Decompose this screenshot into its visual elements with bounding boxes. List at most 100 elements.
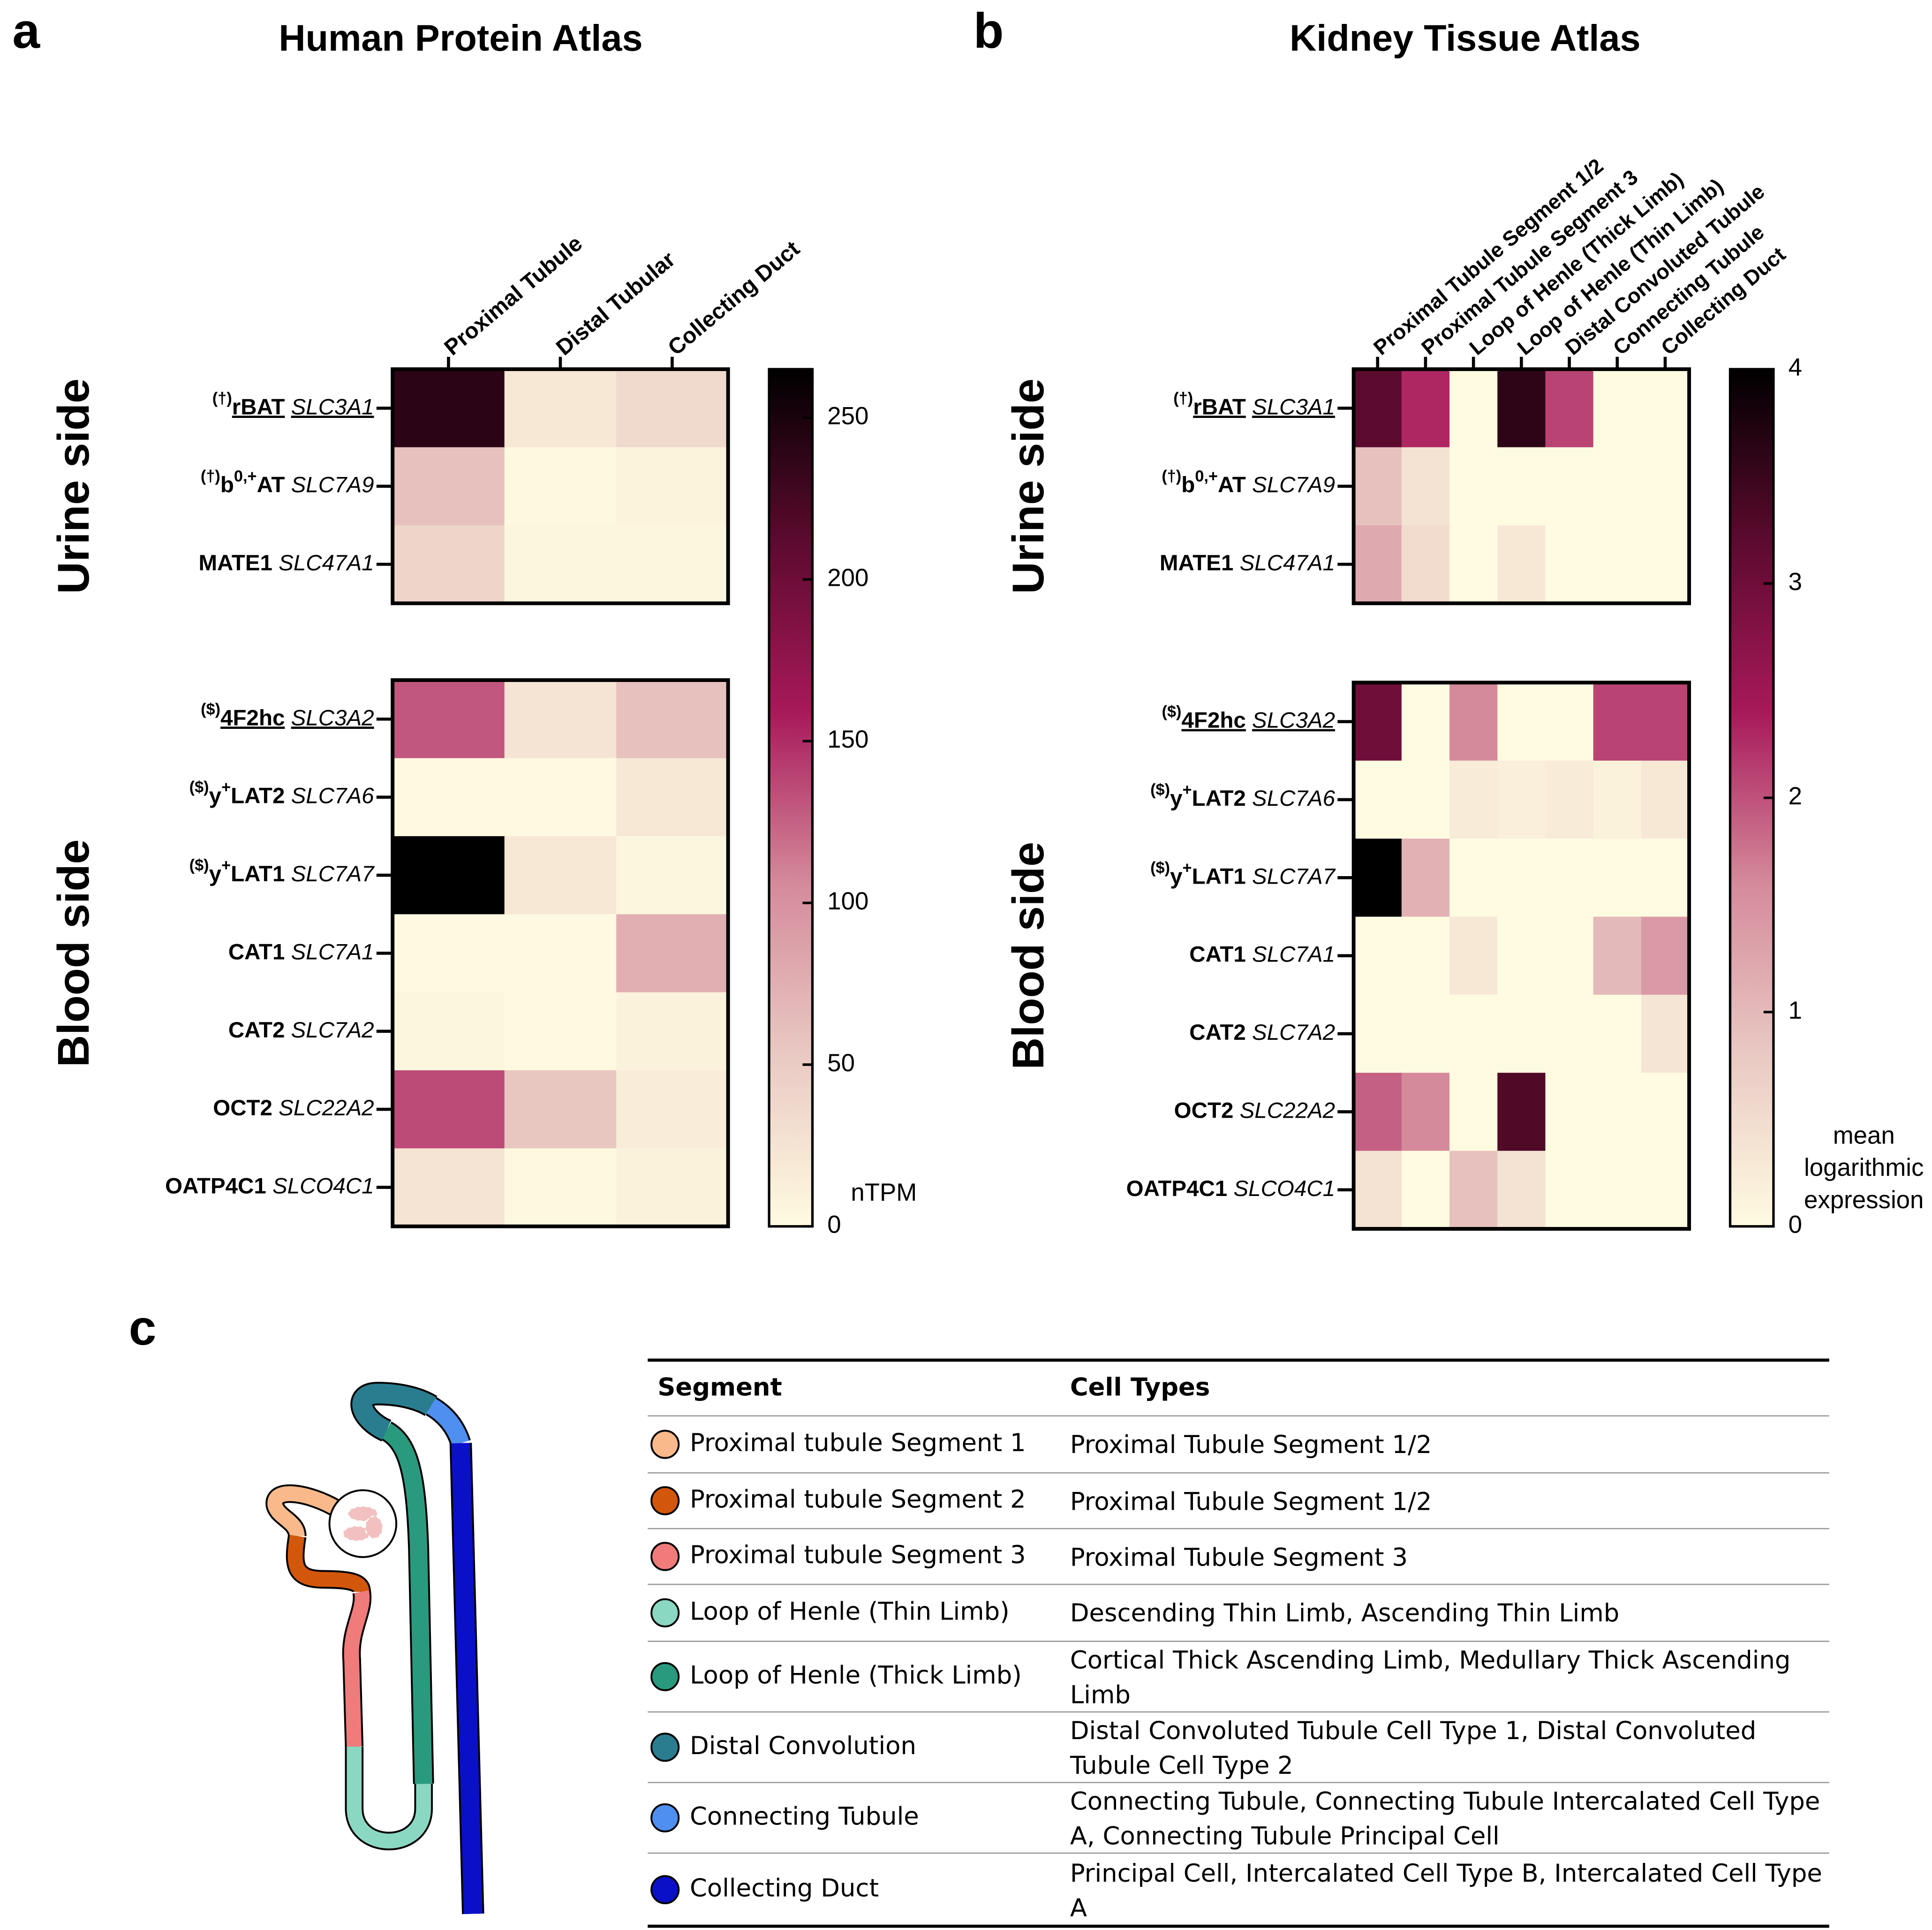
protein-name: CAT1 xyxy=(228,939,285,964)
row-note: (†) xyxy=(212,390,232,408)
cell-types: Connecting Tubule, Connecting Tubule Int… xyxy=(1070,1786,1820,1850)
heatmap-cell xyxy=(1545,1150,1594,1230)
gene-name: SLC3A2 xyxy=(1252,708,1335,733)
heatmap-cell xyxy=(1545,760,1594,840)
nephron-segment xyxy=(352,1384,437,1440)
heatmap-cell xyxy=(1497,1073,1546,1151)
heatmap-cell xyxy=(1593,447,1642,526)
cell-types-text: Descending Thin Limb, Ascending Thin Lim… xyxy=(1070,1598,1620,1628)
heatmap-cell xyxy=(1449,994,1498,1074)
protein-name: + xyxy=(1183,859,1192,877)
protein-name: LAT2 xyxy=(1192,786,1246,810)
heatmap-cell xyxy=(1497,994,1546,1074)
heatmap-cell xyxy=(392,992,506,1071)
heatmap-cell xyxy=(1545,916,1594,996)
protein-name: + xyxy=(1183,781,1192,799)
heatmap-cell xyxy=(1449,1150,1498,1230)
heatmap-cell xyxy=(1497,369,1546,448)
cell-types-text: Proximal Tubule Segment 1/2 xyxy=(1070,1486,1432,1516)
cell-types: Proximal Tubule Segment 3 xyxy=(1070,1542,1408,1571)
gene-name: SLC7A9 xyxy=(1252,472,1335,497)
heatmap-cell xyxy=(504,1070,617,1149)
heatmap-cell xyxy=(1353,839,1403,917)
row-label: MATE1 SLC47A1 xyxy=(1160,551,1335,575)
segment-swatch xyxy=(650,1542,680,1571)
row-note: (†) xyxy=(1162,468,1181,485)
colorbar-label: mean xyxy=(1833,1122,1895,1150)
colorbar-tick-label: 150 xyxy=(827,726,868,753)
heatmap-cell xyxy=(1401,839,1450,917)
gene-name: SLC7A1 xyxy=(291,939,374,964)
row-label: OCT2 SLC22A2 xyxy=(1174,1098,1335,1123)
colorbar-tick-label: 2 xyxy=(1789,782,1802,810)
protein-name: OATP4C1 xyxy=(165,1173,266,1198)
heatmap-cell xyxy=(1449,447,1498,526)
heatmap-cell xyxy=(1497,525,1546,604)
segment-name: Collecting Duct xyxy=(690,1874,879,1903)
heatmap-cell xyxy=(392,369,506,448)
row-label: OATP4C1 SLCO4C1 xyxy=(165,1173,374,1198)
segment-swatch xyxy=(650,1598,680,1627)
row-note: ($) xyxy=(1150,781,1170,799)
row-label: OATP4C1 SLCO4C1 xyxy=(1126,1176,1335,1201)
gene-name: SLC22A2 xyxy=(1240,1098,1335,1123)
gene-name: SLC7A7 xyxy=(1252,864,1336,889)
heatmap-cell xyxy=(1449,1073,1498,1151)
row-label: CAT2 SLC7A2 xyxy=(1189,1020,1335,1045)
protein-name: AT xyxy=(257,472,285,497)
heatmap-cell xyxy=(504,836,617,915)
heatmap-cell xyxy=(1353,1073,1403,1151)
heatmap-cell xyxy=(504,992,617,1071)
row-note: (†) xyxy=(201,468,220,485)
heatmap-cell xyxy=(392,525,506,604)
protein-name: y xyxy=(209,862,222,886)
protein-name: OATP4C1 xyxy=(1126,1176,1228,1201)
nephron-segment xyxy=(344,1590,370,1747)
gene-name: SLC3A1 xyxy=(291,394,374,419)
protein-name: y xyxy=(1170,786,1183,810)
heatmap-cell xyxy=(1641,525,1690,604)
heatmap-cell xyxy=(1497,1150,1546,1230)
heatmap-cell xyxy=(1593,760,1642,840)
heatmap-cell xyxy=(1593,1073,1642,1151)
protein-name: LAT1 xyxy=(231,862,285,886)
protein-name: y xyxy=(209,783,222,808)
segment-name: Distal Convolution xyxy=(690,1732,916,1760)
heatmap-cell xyxy=(1353,682,1403,762)
row-label: OCT2 SLC22A2 xyxy=(213,1096,374,1120)
heatmap-cell xyxy=(504,914,617,993)
heatmap-cell xyxy=(1401,760,1450,840)
heatmap-cell xyxy=(616,447,729,526)
colorbar-tick-label: 200 xyxy=(827,564,868,591)
row-note: ($) xyxy=(1150,859,1170,877)
row-label: (†)rBAT SLC3A1 xyxy=(1173,390,1335,419)
row-label: ($)y+LAT1 SLC7A7 xyxy=(1150,859,1336,889)
gene-name: SLC7A1 xyxy=(1252,942,1335,967)
protein-name: y xyxy=(1170,864,1183,889)
heatmap-cell xyxy=(1401,447,1450,526)
gene-name: SLC3A2 xyxy=(291,705,374,730)
protein-name: CAT1 xyxy=(1189,942,1246,967)
gene-name: SLC3A1 xyxy=(1252,394,1335,419)
protein-name: AT xyxy=(1218,472,1246,497)
heatmap-cell xyxy=(1353,760,1403,840)
heatmap-cell xyxy=(1353,916,1403,996)
row-note: (†) xyxy=(1173,390,1193,408)
cell-types-text: Proximal Tubule Segment 1/2 xyxy=(1070,1429,1432,1460)
segment-swatch xyxy=(650,1430,680,1459)
protein-name: + xyxy=(221,779,231,796)
row-label: ($)4F2hc SLC3A2 xyxy=(1162,703,1335,733)
gene-name: SLC7A2 xyxy=(1252,1020,1335,1045)
cell-types: Proximal Tubule Segment 1/2 xyxy=(1070,1486,1432,1516)
segment-swatch xyxy=(650,1875,680,1905)
cell-types-text: Distal Convoluted Tubule Cell Type 1, Di… xyxy=(1070,1715,1757,1779)
heatmap-cell xyxy=(1401,525,1450,604)
row-note: ($) xyxy=(189,779,209,796)
heatmap-cell xyxy=(1545,525,1594,604)
cell-types: Proximal Tubule Segment 1/2 xyxy=(1070,1429,1432,1460)
protein-name: OCT2 xyxy=(1174,1098,1234,1123)
protein-name: 0,+ xyxy=(1195,468,1218,485)
protein-name: MATE1 xyxy=(1160,551,1234,575)
row-label: ($)y+LAT1 SLC7A7 xyxy=(189,856,375,886)
colorbar-label: expression xyxy=(1804,1186,1924,1214)
